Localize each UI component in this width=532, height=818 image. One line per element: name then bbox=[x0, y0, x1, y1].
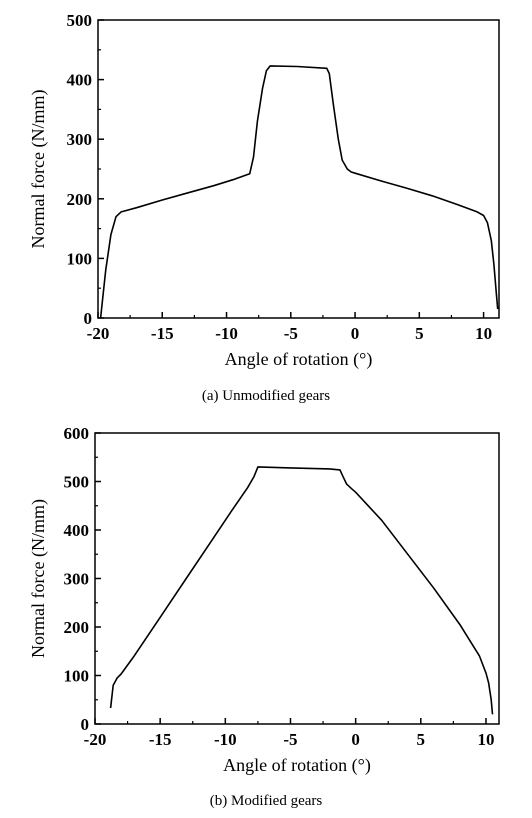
x-tick-label-b: -15 bbox=[149, 730, 172, 749]
y-tick-label-a: 400 bbox=[67, 71, 93, 90]
y-tick-label-a: 0 bbox=[84, 309, 93, 328]
y-tick-label-b: 0 bbox=[81, 715, 90, 734]
x-tick-label-a: 10 bbox=[475, 324, 492, 343]
x-tick-label-a: -15 bbox=[151, 324, 174, 343]
plot-frame-b bbox=[94, 432, 500, 725]
y-tick-label-a: 500 bbox=[67, 11, 93, 30]
y-tick-label-b: 500 bbox=[64, 473, 90, 492]
caption-b: (b) Modified gears bbox=[209, 793, 323, 809]
x-tick-label-b: 5 bbox=[417, 730, 426, 749]
caption-a: (a) Unmodified gears bbox=[201, 388, 331, 404]
y-axis-title-a: Normal force (N/mm) bbox=[28, 90, 49, 249]
x-tick-label-b: -20 bbox=[84, 730, 107, 749]
x-tick-label-a: 0 bbox=[351, 324, 360, 343]
y-tick-label-a: 300 bbox=[67, 130, 93, 149]
x-tick-label-a: -5 bbox=[284, 324, 298, 343]
x-tick-label-b: -10 bbox=[214, 730, 237, 749]
series-line-a bbox=[99, 65, 499, 319]
x-tick-label-a: -20 bbox=[87, 324, 110, 343]
x-axis-title-a: Angle of rotation (°) bbox=[225, 349, 373, 370]
y-tick-label-a: 200 bbox=[67, 190, 93, 209]
x-tick-label-a: -10 bbox=[215, 324, 238, 343]
x-axis-title-b: Angle of rotation (°) bbox=[223, 755, 371, 776]
y-tick-label-a: 100 bbox=[67, 249, 93, 268]
x-tick-label-b: 0 bbox=[351, 730, 360, 749]
y-tick-label-b: 200 bbox=[64, 618, 90, 637]
series-line-b bbox=[109, 466, 494, 715]
y-tick-label-b: 600 bbox=[64, 424, 90, 443]
y-tick-label-b: 400 bbox=[64, 521, 90, 540]
y-axis-title-b: Normal force (N/mm) bbox=[28, 499, 49, 658]
y-tick-label-b: 100 bbox=[64, 667, 90, 686]
x-tick-label-a: 5 bbox=[415, 324, 424, 343]
x-tick-label-b: 10 bbox=[477, 730, 494, 749]
x-tick-label-b: -5 bbox=[283, 730, 297, 749]
plot-frame-a bbox=[97, 19, 500, 319]
y-tick-label-b: 300 bbox=[64, 570, 90, 589]
